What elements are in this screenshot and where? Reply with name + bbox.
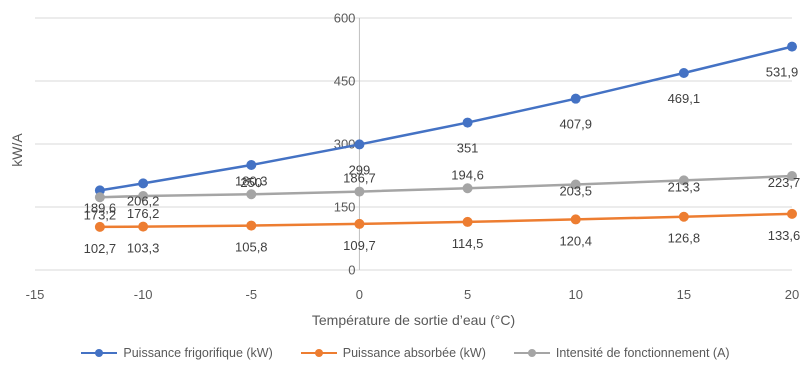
data-label-puissance-absorbee: 120,4 [559, 233, 592, 248]
legend-swatch-orange [300, 348, 337, 358]
data-label-puissance-frigorifique: 531,9 [766, 65, 799, 80]
data-point-puissance-absorbee [678, 211, 689, 222]
y-tick-label: 150 [334, 200, 356, 215]
legend-swatch-blue [81, 348, 118, 358]
data-label-puissance-frigorifique: 469,1 [668, 91, 701, 106]
data-label-intensite: 173,2 [84, 207, 117, 222]
legend-label: Puissance frigorifique (kW) [123, 346, 273, 360]
data-label-puissance-absorbee: 102,7 [84, 241, 117, 256]
data-point-puissance-absorbee [138, 221, 149, 232]
data-label-puissance-frigorifique: 351 [457, 141, 479, 156]
data-label-intensite: 223,7 [768, 175, 801, 190]
x-tick-label: 0 [356, 287, 363, 302]
legend: Puissance frigorifique (kW) Puissance ab… [0, 342, 811, 364]
data-point-puissance-absorbee [354, 218, 365, 229]
data-point-puissance-frigorifique [138, 178, 149, 189]
data-point-intensite [94, 192, 105, 203]
data-label-puissance-absorbee: 103,3 [127, 241, 160, 256]
data-point-puissance-frigorifique [354, 139, 365, 150]
legend-label: Intensité de fonctionnement (A) [555, 346, 730, 360]
data-label-intensite: 180,3 [235, 173, 268, 188]
y-tick-label: 450 [334, 74, 356, 89]
x-tick-label: 5 [464, 287, 471, 302]
data-point-puissance-absorbee [246, 220, 257, 231]
data-label-puissance-absorbee: 133,6 [768, 228, 801, 243]
data-point-puissance-absorbee [570, 214, 581, 225]
legend-item-puissance-frigorifique[interactable]: Puissance frigorifique (kW) [81, 346, 273, 360]
data-point-puissance-absorbee [787, 208, 797, 219]
x-tick-label: -10 [134, 287, 153, 302]
data-point-intensite [570, 179, 581, 190]
data-point-puissance-absorbee [462, 216, 473, 227]
data-point-puissance-frigorifique [570, 93, 581, 104]
data-label-puissance-absorbee: 126,8 [668, 231, 701, 246]
data-point-puissance-frigorifique [246, 160, 257, 170]
x-tick-label: 10 [568, 287, 582, 302]
x-tick-label: -5 [246, 287, 258, 302]
legend-label: Puissance absorbée (kW) [342, 346, 486, 360]
data-point-intensite [138, 190, 149, 201]
data-point-intensite [787, 171, 797, 182]
data-label-intensite: 186,7 [343, 171, 376, 186]
data-labels: 189,6 206,2 250 299 351 407,9 469,1 531,9 102,7 1… [84, 65, 801, 256]
data-point-puissance-frigorifique [462, 117, 473, 128]
legend-item-puissance-absorbee[interactable]: Puissance absorbée (kW) [300, 346, 486, 360]
data-point-puissance-absorbee [94, 221, 105, 232]
legend-item-intensite[interactable]: Intensité de fonctionnement (A) [513, 346, 730, 360]
y-axis-title: kW/A [9, 133, 25, 167]
x-axis-title: Température de sortie d’eau (°C) [312, 312, 515, 328]
data-label-puissance-absorbee: 109,7 [343, 238, 376, 253]
data-label-puissance-frigorifique: 407,9 [559, 117, 592, 132]
data-point-intensite [246, 189, 257, 200]
data-label-intensite: 176,2 [127, 206, 160, 221]
series-lines [94, 41, 797, 232]
data-point-puissance-frigorifique [94, 185, 105, 196]
x-tick-label: 20 [785, 287, 799, 302]
series-line-puissance-frigorifique [98, 45, 794, 192]
data-point-intensite [354, 186, 365, 197]
data-label-puissance-absorbee: 114,5 [452, 236, 484, 251]
grid-lines [35, 17, 792, 271]
data-label-intensite: 203,5 [559, 184, 592, 199]
legend-swatch-gray [513, 348, 550, 358]
data-point-intensite [678, 175, 689, 186]
data-label-intensite: 213,3 [668, 179, 701, 194]
data-label-puissance-frigorifique: 250 [240, 175, 262, 190]
data-label-puissance-absorbee: 105,8 [235, 240, 268, 255]
data-label-puissance-frigorifique: 206,2 [127, 193, 160, 208]
data-label-puissance-frigorifique: 189,6 [84, 200, 117, 215]
data-point-intensite [462, 183, 473, 194]
data-point-puissance-frigorifique [678, 67, 689, 78]
x-tick-label: -15 [26, 287, 45, 302]
data-label-puissance-frigorifique: 299 [349, 162, 371, 177]
y-tick-label: 0 [348, 263, 355, 278]
series-line-puissance-absorbee [98, 212, 794, 229]
y-tick-label: 600 [334, 11, 356, 26]
series-line-intensite [98, 174, 794, 199]
x-tick-label: 15 [677, 287, 691, 302]
data-point-puissance-frigorifique [787, 41, 797, 52]
data-label-intensite: 194,6 [451, 167, 484, 182]
